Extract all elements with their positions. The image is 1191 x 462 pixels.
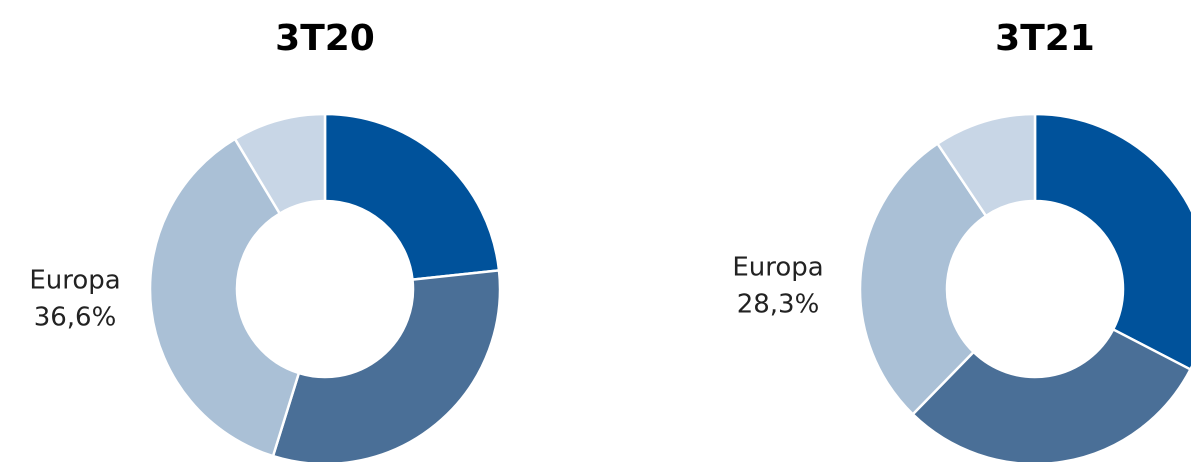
donut-segment — [271, 268, 502, 462]
donut-segment — [935, 112, 1037, 218]
donut-segment — [1033, 112, 1191, 372]
value-label: 36,6% — [34, 303, 117, 333]
donut-segment — [911, 327, 1191, 462]
donut-segment — [323, 112, 501, 281]
donut-segment — [858, 141, 988, 417]
donut-segment — [233, 112, 327, 216]
category-label: Europa — [732, 253, 823, 283]
chart-title: 3T21 — [995, 18, 1095, 59]
category-label: Europa — [29, 266, 120, 296]
donut-segment — [148, 137, 301, 458]
value-label: 28,3% — [737, 290, 820, 320]
chart-title: 3T20 — [275, 18, 375, 59]
